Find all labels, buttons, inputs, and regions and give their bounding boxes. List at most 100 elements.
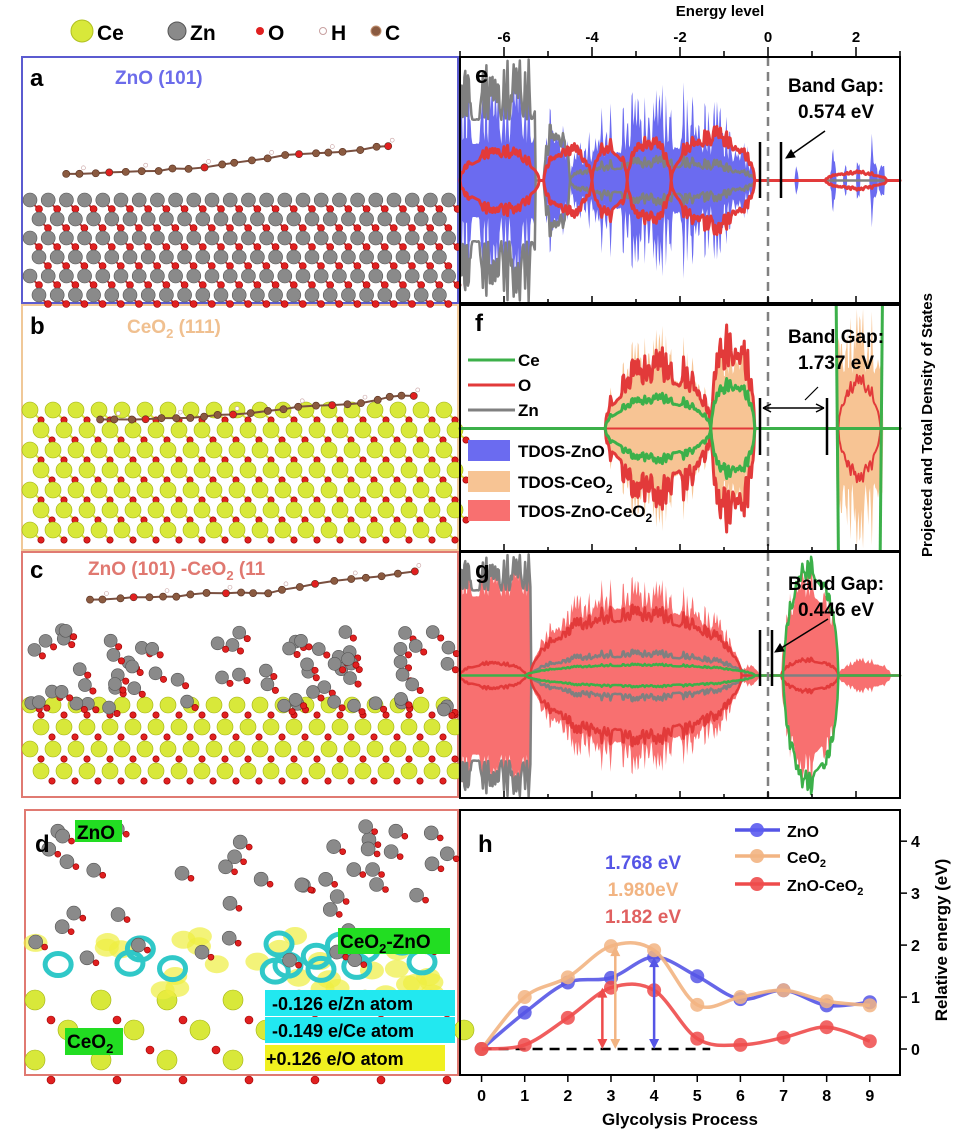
h-ytick-label: 4 (911, 834, 920, 851)
o-atom (444, 262, 453, 270)
zn-atom (186, 268, 202, 284)
o-atom (60, 711, 68, 719)
molecule-atom (312, 149, 320, 158)
ce-atom (412, 401, 430, 419)
charge-o: +0.126 e/O atom (266, 1049, 404, 1069)
molecule-atom (295, 150, 303, 159)
band-gap-f-label: Band Gap: (788, 327, 884, 348)
zn-atom (259, 192, 274, 208)
ce-atom (159, 481, 177, 499)
o-atom (221, 755, 229, 763)
ce-atom (90, 441, 108, 459)
molecule-atom (127, 415, 136, 424)
legend-h: H (331, 22, 346, 45)
o-atom (289, 243, 298, 251)
ce-atom (389, 521, 407, 539)
molecule-atom (186, 590, 195, 599)
h-ytick-label: 3 (911, 886, 920, 903)
charge-accumulation (150, 981, 175, 1000)
molecule-atom (281, 151, 290, 159)
zn-atom (304, 287, 320, 303)
zn-atom (41, 841, 57, 857)
o-atom (46, 1075, 56, 1085)
o-atom (280, 224, 289, 232)
hydrogen-atom (283, 581, 289, 587)
o-atom (135, 300, 143, 308)
zn-atom (347, 698, 361, 713)
o-atom (380, 705, 388, 713)
o-atom (163, 733, 171, 741)
o-atom (175, 755, 183, 763)
band-gap-g (758, 618, 829, 686)
o-atom (153, 262, 161, 270)
o-atom (416, 686, 424, 694)
legend-tdos-ceo2: TDOS-CeO2 (518, 473, 613, 496)
panel-label-h: h (478, 831, 493, 858)
zn-atom (232, 625, 247, 640)
zn-atom (170, 672, 185, 687)
dos-tick-label: 2 (852, 29, 860, 46)
o-atom (262, 262, 271, 270)
o-atom (452, 650, 460, 658)
o-atom (338, 704, 346, 712)
zn-atom (439, 846, 455, 862)
o-atom (347, 733, 355, 741)
zn-atom (195, 249, 211, 265)
zn-atom (260, 677, 275, 692)
o-atom (83, 755, 91, 763)
charge-accumulation (95, 933, 120, 952)
o-atom (80, 262, 89, 270)
molecule-atom (393, 569, 402, 578)
band-gap-f-value: 1.737 eV (798, 353, 874, 374)
o-atom (288, 708, 296, 716)
panel-label-e: e (475, 62, 488, 89)
zn-atom (317, 680, 332, 694)
o-atom (53, 205, 62, 213)
zn-atom (145, 642, 159, 656)
zn-atom (58, 623, 73, 638)
zn-atom (59, 268, 74, 284)
o-atom (389, 262, 398, 270)
o-atom (359, 871, 367, 878)
o-atom (144, 243, 152, 251)
zn-atom (432, 287, 447, 303)
ce-atom (24, 989, 46, 1011)
panel-a-title: ZnO (101) (115, 68, 203, 89)
o-atom (35, 243, 43, 251)
ce-atom (55, 501, 73, 519)
ce-atom (400, 461, 418, 479)
o-atom (71, 777, 79, 785)
ce-atom (423, 461, 441, 479)
o-atom (289, 205, 298, 213)
o-atom (244, 536, 252, 544)
ce-atom (251, 696, 269, 714)
o-atom (37, 536, 45, 544)
o-atom (98, 224, 107, 232)
o-atom (189, 300, 198, 308)
zn-atom (22, 192, 38, 208)
o-atom (126, 281, 134, 289)
zn-atom (440, 657, 455, 671)
ce-atom-icon (70, 19, 94, 43)
o-atom (326, 205, 335, 213)
legend-tdos-zno: TDOS-ZnO (518, 442, 605, 461)
zn-atom (413, 249, 429, 265)
zn-atom (27, 643, 42, 657)
zn-atom (268, 287, 283, 303)
zn-atom (38, 634, 53, 648)
ce-atom (55, 718, 73, 736)
zn-atom (365, 862, 380, 877)
zn-atom (404, 268, 420, 284)
o-atom (35, 281, 43, 289)
o-atom (435, 243, 444, 251)
h-ylabel: Relative energy (eV) (932, 859, 951, 1022)
zn-atom (437, 702, 451, 717)
ce-atom (228, 740, 246, 758)
o-atom (324, 777, 332, 785)
o-atom (289, 281, 298, 289)
zn-atom (125, 659, 139, 674)
zn-atom (332, 192, 347, 208)
h-frame (459, 809, 901, 1076)
o-atom (359, 536, 367, 544)
ce-atom (274, 441, 292, 459)
